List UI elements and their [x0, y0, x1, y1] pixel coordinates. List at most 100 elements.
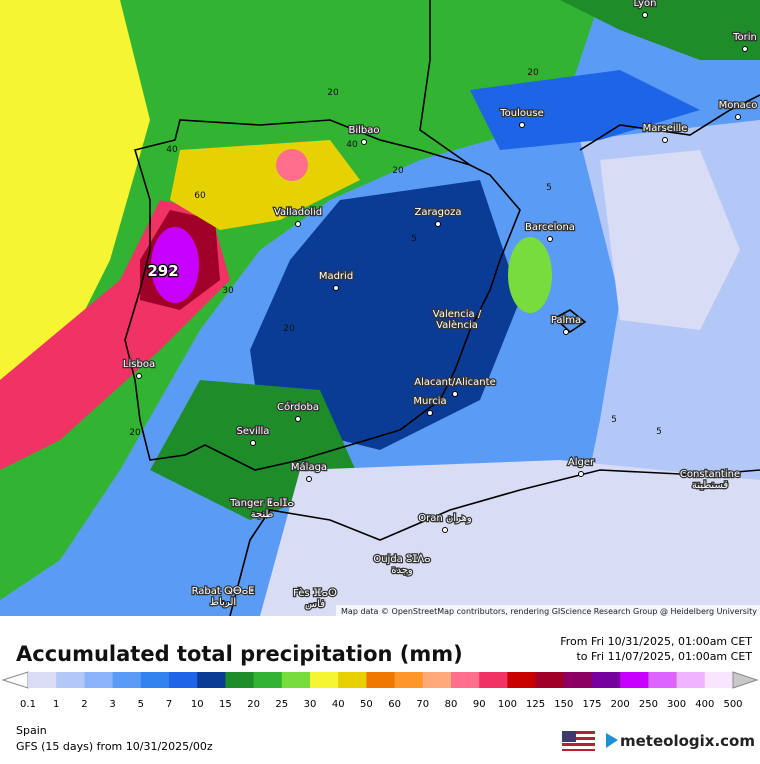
city-label: Marseille: [643, 123, 688, 134]
city-label: Oujda ⵓⵊⴷⴰ: [373, 554, 430, 565]
city-label: Barcelona: [525, 222, 575, 233]
colorbar-swatch: [84, 672, 114, 688]
max-label: 292: [147, 262, 178, 280]
colorbar-swatch: [422, 672, 452, 688]
city-marker: [259, 512, 265, 518]
city-marker: [295, 221, 301, 227]
colorbar-label: 70: [416, 699, 429, 710]
colorbar-swatch: [366, 672, 396, 688]
city-marker: [250, 440, 256, 446]
contour-label: 20: [527, 68, 539, 78]
colorbar-label: 300: [667, 699, 686, 710]
city-label: Bilbao: [348, 125, 379, 136]
city-label: Valencia /: [433, 309, 482, 320]
colorbar-label: 50: [360, 699, 373, 710]
colorbar: 0.1 1 2 3 5 7 10 15 20 25 30 40 50 60 70 80 90 100 125 150 1…: [1, 671, 759, 710]
colorbar-swatch: [140, 672, 170, 688]
city-label: Valladolid: [274, 207, 322, 218]
colorbar-swatch: [225, 672, 255, 688]
city-label: Zaragoza: [414, 207, 461, 218]
city-marker: [361, 139, 367, 145]
city-marker: [578, 471, 584, 477]
city-label: طنجة: [251, 509, 274, 520]
colorbar-swatch: [620, 672, 649, 688]
contour-label: 5: [546, 183, 552, 193]
city-label: الرباط: [210, 597, 236, 608]
colorbar-swatch: [592, 672, 621, 688]
city-label: València: [436, 319, 478, 331]
colorbar-swatch: [197, 672, 226, 688]
colorbar-label: 40: [332, 699, 345, 710]
city-marker: [454, 323, 460, 329]
colorbar-swatch: [56, 672, 85, 688]
city-marker: [742, 46, 748, 52]
contour-label: 40: [166, 145, 178, 155]
contour-label: 40: [346, 140, 358, 150]
city-label: Madrid: [319, 271, 353, 282]
city-marker: [642, 12, 648, 18]
city-label: Murcia: [413, 396, 446, 407]
city-label: Rabat ⵕⴱⴰⵟ: [192, 586, 255, 597]
contour-label: 5: [411, 234, 417, 244]
city-label: Córdoba: [277, 401, 319, 413]
city-marker: [563, 329, 569, 335]
city-label: قسنطينة: [692, 480, 729, 491]
colorbar-label: 20: [247, 699, 260, 710]
city-marker: [333, 285, 339, 291]
colorbar-label: 80: [445, 699, 458, 710]
colorbar-label: 15: [219, 699, 232, 710]
contour-label: 5: [656, 427, 662, 437]
attribution: Map data © OpenStreetMap contributors, r…: [341, 607, 757, 616]
contour-label: 20: [283, 324, 295, 334]
colorbar-label: 400: [695, 699, 714, 710]
period-to: to Fri 11/07/2025, 01:00am CET: [576, 650, 752, 663]
colorbar-start: [1, 671, 29, 689]
city-label: Lisboa: [123, 359, 155, 370]
colorbar-label: 175: [582, 699, 601, 710]
colorbar-label: 1: [53, 699, 59, 710]
city-label: Fès ⴼⴰⵙ: [293, 587, 337, 599]
colorbar-label: 250: [639, 699, 658, 710]
city-marker: [220, 600, 226, 606]
colorbar-label: 60: [388, 699, 401, 710]
city-label: Toulouse: [499, 108, 543, 119]
city-marker: [452, 391, 458, 397]
city-marker: [136, 373, 142, 379]
city-marker: [306, 476, 312, 482]
colorbar-swatch: [451, 672, 480, 688]
period-from: From Fri 10/31/2025, 01:00am CET: [560, 635, 752, 648]
city-marker: [662, 137, 668, 143]
colorbar-label: 10: [191, 699, 204, 710]
city-label: فاس: [305, 599, 325, 610]
city-marker: [735, 114, 741, 120]
colorbar-swatch: [112, 672, 142, 688]
model: GFS (15 days) from 10/31/2025/00z: [16, 740, 213, 753]
colorbar-swatch: [394, 672, 424, 688]
colorbar-label: 30: [304, 699, 317, 710]
colorbar-swatch: [479, 672, 508, 688]
coastline: [124, 0, 760, 616]
colorbar-swatch: [563, 672, 593, 688]
city-label: Alacant/Alicante: [414, 377, 495, 388]
city-label: وجدة: [391, 565, 413, 576]
city-marker: [399, 568, 405, 574]
city-marker: [547, 236, 553, 242]
attribution-bg: [336, 605, 760, 616]
city-label: Palma: [551, 315, 581, 326]
colorbar-label: 150: [554, 699, 573, 710]
contour-label: 30: [222, 286, 234, 296]
city-label: Torin: [732, 32, 757, 43]
title: Accumulated total precipitation (mm): [16, 642, 463, 666]
map: [0, 0, 760, 616]
colorbar-label: 0.1: [20, 699, 36, 710]
city-marker: [435, 221, 441, 227]
colorbar-label: 5: [138, 699, 144, 710]
city-label: Málaga: [291, 461, 327, 473]
colorbar-swatch: [535, 672, 565, 688]
colorbar-swatch: [281, 672, 311, 688]
colorbar-label: 2: [81, 699, 87, 710]
city-label: Oran وهران: [418, 513, 472, 524]
brand: meteologix.com: [620, 732, 755, 750]
contour-label: 20: [392, 166, 404, 176]
